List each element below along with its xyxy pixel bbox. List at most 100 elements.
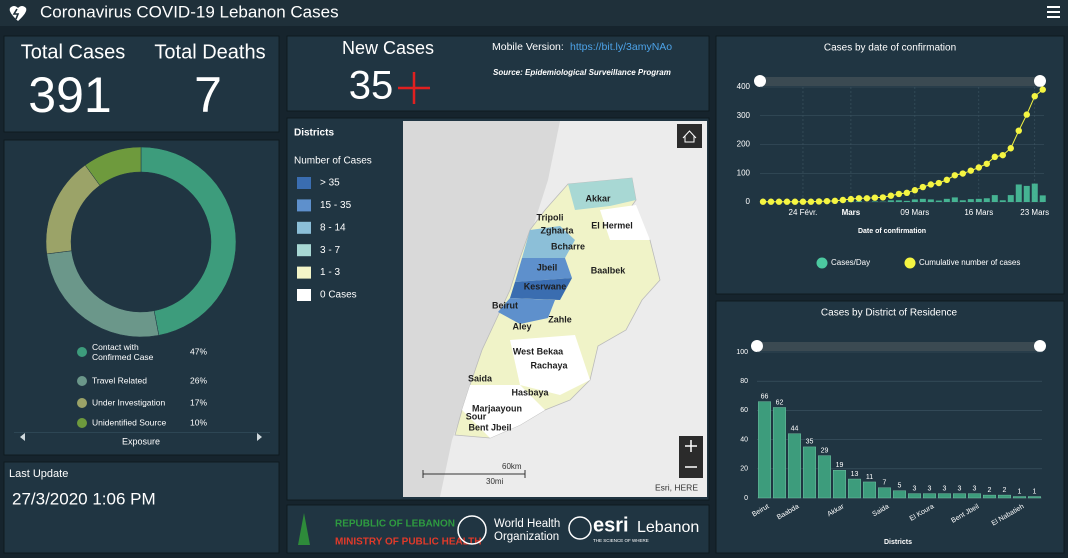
donut-slice xyxy=(140,146,237,336)
point xyxy=(815,198,823,205)
map-label: Beirut xyxy=(492,300,518,310)
bar xyxy=(991,195,998,202)
map-label: Rachaya xyxy=(530,360,568,370)
legend-swatch xyxy=(297,177,311,189)
point xyxy=(783,198,791,205)
bar xyxy=(1013,496,1027,499)
y-tick-label: 20 xyxy=(740,466,748,473)
mobile-label: Mobile Version: xyxy=(492,41,564,53)
cedar-logo xyxy=(298,513,310,545)
mobile-link[interactable]: https://bit.ly/3amyNAo xyxy=(570,41,672,53)
y-tick-label: 0 xyxy=(746,197,751,206)
point xyxy=(767,198,775,205)
scale-bar xyxy=(422,470,526,478)
who-logo xyxy=(457,515,487,545)
point xyxy=(975,164,982,171)
legend-value: 10% xyxy=(190,417,207,427)
map-district xyxy=(515,258,572,282)
point xyxy=(1031,93,1038,100)
value-label: 3 xyxy=(943,485,947,492)
legend-swatch xyxy=(297,266,311,279)
logo-text: Organization xyxy=(494,531,559,543)
legend-label: Cases/Day xyxy=(831,258,870,267)
point xyxy=(855,195,863,202)
legend-dot xyxy=(77,376,87,386)
bar xyxy=(908,493,922,499)
home-icon xyxy=(682,130,697,143)
legend-dot xyxy=(77,418,87,428)
value-label: 35 xyxy=(806,439,814,446)
bar xyxy=(959,200,966,202)
bar xyxy=(1007,195,1014,202)
point xyxy=(911,187,919,194)
x-axis-title: Districts xyxy=(884,539,912,546)
bar xyxy=(788,433,802,499)
scroll-handle[interactable] xyxy=(1034,75,1046,87)
value-label: 29 xyxy=(821,448,829,455)
point xyxy=(887,192,895,199)
point xyxy=(903,189,911,196)
map-label: West Bekaa xyxy=(513,346,564,356)
legend-label: Travel Related xyxy=(92,375,147,385)
value-label: 66 xyxy=(761,393,769,400)
point xyxy=(991,153,998,161)
point xyxy=(759,198,767,205)
y-tick-label: 80 xyxy=(740,378,748,385)
legend-label: 0 Cases xyxy=(320,290,357,301)
point xyxy=(807,198,815,205)
bar xyxy=(863,481,877,499)
panel xyxy=(3,461,280,554)
legend-label: Unidentified Source xyxy=(92,417,166,427)
bar xyxy=(848,478,862,499)
legend-label: 3 - 7 xyxy=(320,245,340,256)
panel xyxy=(286,504,710,554)
map-label: Tripoli xyxy=(537,212,564,222)
logo-text: Lebanon xyxy=(637,519,699,536)
map-label: Bent Jbeil xyxy=(468,422,511,432)
legend-dot xyxy=(77,347,87,357)
header-bar xyxy=(0,0,1068,26)
y-tick-label: 60 xyxy=(740,407,748,414)
scroll-handle[interactable] xyxy=(751,340,763,352)
point xyxy=(871,194,879,201)
value-label: 7 xyxy=(883,480,887,487)
x-tick-label: 09 Mars xyxy=(900,208,929,217)
bar xyxy=(1027,496,1041,499)
map-label: Hasbaya xyxy=(511,387,549,397)
map-label: Zahle xyxy=(548,314,572,324)
map-attribution: Esri, HERE xyxy=(655,482,698,492)
menu-button[interactable] xyxy=(1046,5,1062,21)
legend-label: Contact with Confirmed Case xyxy=(92,342,154,362)
legend-dot xyxy=(77,398,87,408)
value-label: 3 xyxy=(958,485,962,492)
scroll-handle[interactable] xyxy=(1034,340,1046,352)
bar xyxy=(967,199,974,202)
map-label: Aley xyxy=(512,321,531,331)
map-label: El Hermel xyxy=(591,220,633,230)
stat-label: New Cases xyxy=(342,38,434,58)
point xyxy=(831,197,839,205)
scale-label: 30mi xyxy=(486,477,504,486)
legend-label: > 35 xyxy=(320,178,340,189)
bar xyxy=(951,197,958,202)
y-tick-label: 300 xyxy=(737,111,751,120)
source: Source: Epidemiological Surveillance Pro… xyxy=(493,68,671,77)
legend-title: Exposure xyxy=(122,436,160,446)
bar xyxy=(1031,183,1038,202)
map-label: Saida xyxy=(468,373,493,383)
logo-text: THE SCIENCE OF WHERE xyxy=(593,538,649,543)
y-tick-label: 100 xyxy=(736,349,748,356)
map-district xyxy=(600,205,650,240)
bar xyxy=(758,401,772,499)
stat-label: Total Cases xyxy=(21,41,126,63)
bar xyxy=(803,446,817,499)
legend-label: 8 - 14 xyxy=(320,222,346,233)
point xyxy=(791,198,799,205)
update-label: Last Update xyxy=(9,468,68,480)
legend-swatch xyxy=(297,199,311,212)
value-label: 2 xyxy=(988,487,992,494)
esri-logo xyxy=(568,516,592,540)
home-button[interactable] xyxy=(677,124,702,148)
scroll-handle[interactable] xyxy=(754,75,766,87)
point xyxy=(967,167,975,174)
